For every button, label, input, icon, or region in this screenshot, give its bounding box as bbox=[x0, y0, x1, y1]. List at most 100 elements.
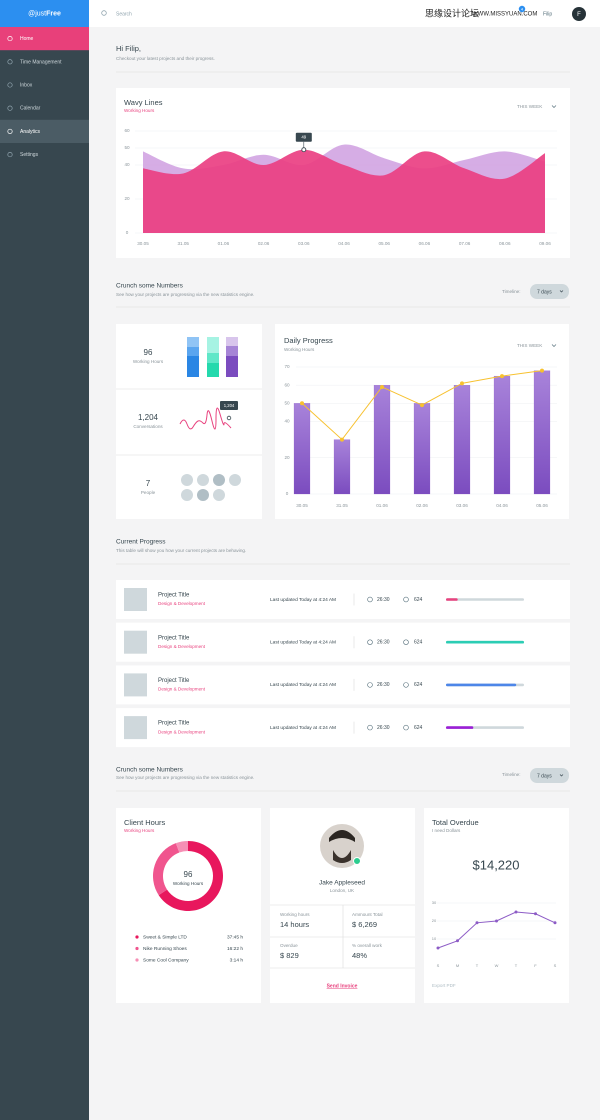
legend-dot bbox=[135, 946, 139, 951]
timeline-label: Timeline: bbox=[502, 772, 520, 777]
y-tick-label: 20 bbox=[284, 455, 290, 460]
last-updated: Last updated Today at 4:24 AM bbox=[270, 682, 336, 688]
sidebar bbox=[0, 0, 89, 1120]
search-icon bbox=[101, 10, 107, 16]
watermark: 思缘设计论坛 bbox=[425, 7, 479, 18]
y-tick-label: 60 bbox=[124, 128, 130, 133]
stat-value: 1,204 bbox=[138, 413, 159, 422]
last-updated: Last updated Today at 4:24 AM bbox=[270, 725, 336, 731]
badge bbox=[518, 5, 526, 13]
legend-label: Sweet & Simple LTD bbox=[143, 934, 187, 940]
x-tick-label: 31.05 bbox=[177, 241, 189, 246]
bar bbox=[493, 375, 511, 495]
time-spent: 26:30 bbox=[377, 682, 390, 688]
person bbox=[197, 474, 209, 486]
user-name[interactable]: Filip bbox=[543, 11, 552, 17]
search-input[interactable]: Search bbox=[116, 11, 132, 17]
nav-item[interactable] bbox=[0, 119, 89, 143]
online-status bbox=[353, 857, 361, 865]
period-select[interactable]: THIS WEEK bbox=[517, 104, 543, 109]
export-pdf-link[interactable]: Export PDF bbox=[432, 983, 456, 988]
section-title: Crunch some Numbers bbox=[116, 283, 184, 290]
nav-label: Inbox bbox=[20, 83, 33, 89]
comment-count: 624 bbox=[414, 640, 423, 646]
x-tick-label: 31.05 bbox=[336, 503, 348, 508]
logo-bold: Free bbox=[46, 10, 61, 17]
progress-bar bbox=[446, 598, 458, 601]
line-point bbox=[540, 368, 544, 373]
y-tick-label: 60 bbox=[284, 382, 290, 387]
nav-icon bbox=[7, 36, 13, 42]
overdue-chart: 10 20 30 S M T W T F S bbox=[432, 900, 557, 968]
time-spent: 26:30 bbox=[377, 597, 390, 603]
project-subtitle: Design & Development bbox=[158, 687, 206, 692]
progress-bar bbox=[446, 726, 474, 729]
line-point bbox=[475, 921, 479, 925]
comment-icon bbox=[403, 639, 409, 645]
profile-photo bbox=[320, 824, 364, 868]
x-tick-label: 30.05 bbox=[137, 241, 149, 246]
daily-chart: 0 20 40 50 60 70 30.05 31.05 01.06 02.06 03.06 04.0… bbox=[284, 364, 557, 508]
donut-value: 96 bbox=[184, 870, 193, 879]
card-subtitle: I need Dollars bbox=[432, 828, 461, 833]
project-title: Project Title bbox=[158, 678, 190, 684]
send-invoice-button[interactable]: Send Invoice bbox=[327, 983, 358, 989]
x-tick-label: 30.05 bbox=[296, 503, 308, 508]
sparkline-point bbox=[226, 415, 232, 421]
avatar-initial: F bbox=[577, 12, 581, 18]
donut-segment bbox=[175, 841, 188, 853]
chevron bbox=[551, 344, 557, 347]
period-select[interactable]: THIS WEEK bbox=[517, 343, 543, 348]
profile-stat-label: % overall work bbox=[352, 943, 383, 948]
card bbox=[424, 808, 569, 1003]
card-subtitle: Working Hours bbox=[124, 828, 155, 833]
stat-label: Working Hours bbox=[133, 359, 164, 364]
section-subtitle: See how your projects are progressing vi… bbox=[116, 292, 254, 297]
x-tick-label: 04.06 bbox=[338, 241, 350, 246]
x-tick-label: 06.06 bbox=[419, 241, 431, 246]
line-point bbox=[420, 403, 424, 408]
donut-segment bbox=[158, 841, 224, 911]
profile-location: London, UK bbox=[330, 888, 355, 893]
logo-prefix: @just bbox=[28, 10, 46, 17]
mini-bar bbox=[226, 346, 238, 356]
x-tick-label: 07.06 bbox=[459, 241, 471, 246]
legend-value: 16:22 h bbox=[227, 946, 243, 952]
time-spent: 26:30 bbox=[377, 640, 390, 646]
legend-label: Nike Running Shoes bbox=[143, 946, 187, 952]
comment-count: 624 bbox=[414, 597, 423, 603]
profile-stat-value: $ 6,269 bbox=[352, 920, 377, 929]
project-subtitle: Design & Development bbox=[158, 729, 206, 734]
x-tick-label: 03.06 bbox=[456, 503, 468, 508]
chevron bbox=[559, 774, 564, 777]
legend-label: Some Cool Company bbox=[143, 957, 189, 963]
card-title: Wavy Lines bbox=[124, 98, 163, 107]
profile-photo-beard bbox=[333, 850, 351, 863]
y-tick-label: 50 bbox=[284, 401, 290, 406]
wavy-chart: 0 20 40 50 60 30.05 31.05 01.06 02.06 03.06 04.06 0… bbox=[124, 128, 557, 246]
nav-icon bbox=[7, 128, 13, 134]
progress-track bbox=[446, 598, 524, 601]
profile-stat-value: 48% bbox=[352, 951, 367, 960]
nav-icon bbox=[7, 82, 13, 88]
avatar[interactable] bbox=[572, 7, 586, 21]
card-title: Total Overdue bbox=[432, 818, 479, 827]
x-tick-label: S bbox=[437, 963, 440, 968]
timeline-value: 7 days bbox=[537, 773, 552, 779]
section-title: Current Progress bbox=[116, 539, 166, 546]
project-subtitle: Design & Development bbox=[158, 601, 206, 606]
x-tick-label: 04.06 bbox=[496, 503, 508, 508]
chevron bbox=[551, 105, 557, 108]
mini-bar bbox=[187, 347, 199, 356]
timeline-select[interactable] bbox=[530, 284, 569, 299]
comment-count: 624 bbox=[414, 725, 423, 731]
nav-item[interactable] bbox=[0, 27, 89, 51]
stat-value: 96 bbox=[144, 348, 153, 357]
y-tick-label: 30 bbox=[432, 900, 437, 905]
logo[interactable]: @justFree bbox=[28, 10, 61, 17]
profile-stat-value: 14 hours bbox=[280, 920, 309, 929]
timeline-select[interactable] bbox=[530, 768, 569, 783]
y-tick-label: 40 bbox=[124, 162, 130, 167]
person bbox=[213, 489, 225, 501]
line-point bbox=[460, 381, 464, 386]
